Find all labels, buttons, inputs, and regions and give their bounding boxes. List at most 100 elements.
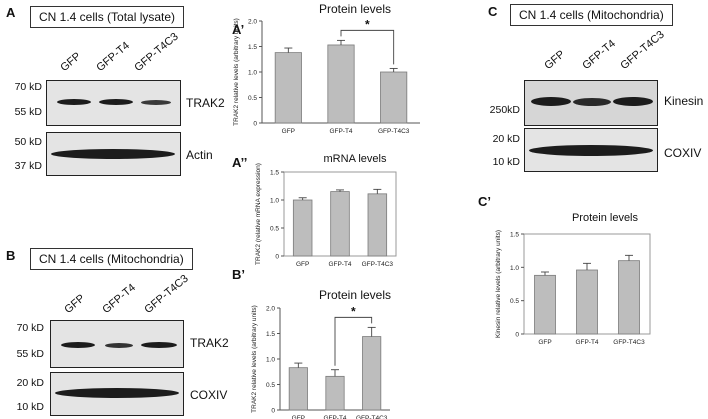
x-tick-label: GFP	[538, 339, 551, 346]
blot-band	[141, 342, 177, 348]
panel-label-a-double-prime: A’’	[232, 155, 248, 170]
x-tick-label: GFP-T4C3	[362, 261, 394, 268]
lane-label-gfp: GFP	[58, 50, 84, 74]
mw-marker: 70 kD	[14, 81, 42, 93]
bar-chart-trak2-protein-total-lysate: 0 0.5 1.0 1.5 2.0 TRAK2 relative levels (arbi…	[233, 17, 420, 135]
western-blot-coxiv	[50, 372, 184, 416]
panel-label-a-prime: A’	[232, 22, 245, 37]
blot-band	[529, 145, 653, 156]
x-tick-label: GFP-T4	[323, 415, 346, 419]
chart-title: Protein levels	[571, 212, 639, 224]
mw-marker: 55 kD	[16, 348, 44, 360]
mw-marker: 20 kD	[492, 133, 520, 145]
y-tick-label: 1.5	[248, 44, 257, 51]
chart-title: mRNA levels	[323, 153, 387, 165]
panel-label-b-prime: B’	[232, 267, 245, 282]
x-tick-label: GFP-T4	[328, 261, 351, 268]
blot-band	[141, 100, 171, 105]
y-tick-label: 0	[275, 254, 279, 261]
panel-a-title: CN 1.4 cells (Total lysate)	[30, 6, 185, 28]
bar	[292, 199, 313, 257]
lane-label-gfp: GFP	[62, 292, 88, 316]
panel-b-title: CN 1.4 cells (Mitochondria)	[30, 248, 193, 270]
blot-protein-label: TRAK2	[190, 336, 229, 350]
x-tick-label: GFP	[296, 261, 309, 268]
blot-band	[57, 99, 91, 105]
blot-protein-label: Actin	[186, 148, 213, 162]
blot-protein-label: TRAK2	[186, 96, 225, 110]
mw-marker: 50 kD	[14, 136, 42, 148]
mw-marker: 10 kD	[492, 156, 520, 168]
chart-title: Protein levels	[318, 288, 392, 302]
y-tick-label: 1.0	[248, 70, 257, 77]
y-tick-label: 1.5	[270, 170, 279, 177]
blot-band	[55, 388, 179, 398]
panel-c-title: CN 1.4 cells (Mitochondria)	[510, 4, 673, 26]
panel-label-b: B	[6, 248, 16, 263]
mw-marker: 250kD	[489, 104, 520, 116]
y-axis-label: TRAK2 relative levels (arbitrary units)	[233, 18, 240, 126]
blot-band	[613, 97, 653, 106]
y-tick-label: 1.5	[266, 331, 275, 338]
y-tick-label: 0.5	[270, 226, 279, 233]
y-tick-label: 1.0	[510, 265, 519, 272]
bar	[327, 44, 355, 124]
x-tick-label: GFP	[292, 415, 305, 419]
mw-marker: 55 kD	[14, 106, 42, 118]
significance-star: *	[351, 304, 356, 318]
y-tick-label: 0.5	[510, 298, 519, 305]
y-tick-label: 0	[253, 121, 257, 128]
mw-marker: 20 kD	[16, 377, 44, 389]
blot-band	[99, 99, 133, 105]
bar	[362, 336, 382, 411]
blot-protein-label: COXIV	[190, 388, 228, 402]
y-tick-label: 0	[271, 408, 275, 415]
significance-bracket	[334, 316, 373, 366]
bar	[534, 274, 556, 335]
lane-label-gfp-t4: GFP-T4	[100, 281, 138, 316]
x-tick-label: GFP-T4C3	[613, 339, 645, 346]
y-tick-label: 1.5	[510, 232, 519, 239]
significance-star: *	[365, 17, 370, 31]
western-blot-actin	[46, 132, 181, 176]
bar	[576, 269, 598, 335]
y-tick-label: 0	[515, 332, 519, 339]
bar-chart-trak2-protein-mitochondria: 0 0.5 1.0 1.5 2.0 TRAK2 relative levels (arbi…	[251, 304, 390, 419]
lane-label-gfp: GFP	[542, 48, 568, 72]
bar-chart-kinesin-protein: 0 0.5 1.0 1.5 Kinesin relative levels (arbit…	[495, 230, 651, 346]
x-tick-label: GFP	[282, 128, 295, 135]
y-tick-label: 0.5	[266, 382, 275, 389]
mw-marker: 37 kD	[14, 160, 42, 172]
y-axis-label: Kinesin relative levels (arbitrary units…	[495, 230, 502, 338]
bar	[274, 52, 302, 124]
blot-band	[105, 343, 133, 348]
lane-label-gfp-t4: GFP-T4	[580, 37, 618, 72]
mw-marker: 10 kD	[16, 401, 44, 413]
chart-title: Protein levels	[318, 2, 392, 16]
y-tick-label: 2.0	[248, 19, 257, 26]
lane-label-gfp-t4c3: GFP-T4C3	[618, 28, 667, 72]
blot-protein-label: COXIV	[664, 146, 702, 160]
y-tick-label: 1.0	[266, 357, 275, 364]
mw-marker: 70 kD	[16, 322, 44, 334]
bar-chart-trak2-mrna: 0 0.5 1.0 1.5 TRAK2 (relative mRNA expressio…	[255, 163, 397, 268]
panel-label-a: A	[6, 5, 16, 20]
bar	[330, 191, 350, 257]
blot-band	[531, 97, 571, 106]
lane-label-gfp-t4: GFP-T4	[94, 39, 132, 74]
x-tick-label: GFP-T4	[329, 128, 352, 135]
panel-label-c-prime: C’	[478, 194, 491, 209]
y-axis-label: TRAK2 relative levels (arbitrary units)	[251, 305, 258, 413]
blot-protein-label: Kinesin	[664, 94, 704, 108]
y-tick-label: 0.5	[248, 95, 257, 102]
blot-band	[61, 342, 95, 348]
western-blot-coxiv	[524, 128, 658, 172]
y-tick-label: 2.0	[266, 306, 275, 313]
bar	[380, 71, 408, 124]
western-blot-trak2	[46, 80, 181, 126]
western-blot-kinesin	[524, 80, 658, 126]
x-tick-label: GFP-T4C3	[356, 415, 388, 419]
y-axis-label: TRAK2 (relative mRNA expression)	[255, 163, 262, 265]
blot-band	[573, 98, 611, 106]
